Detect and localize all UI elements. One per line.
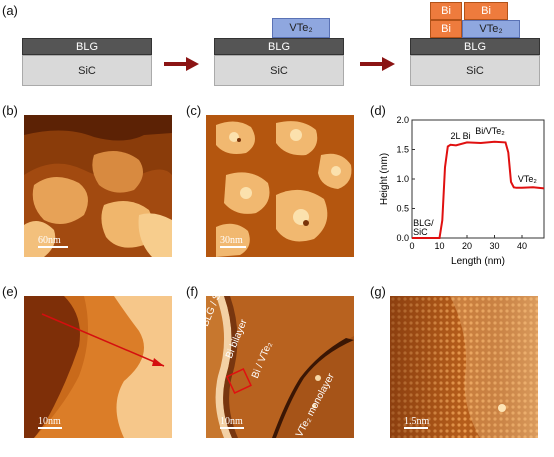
scale-bar-e: 10nm [38, 416, 62, 429]
schematic-stack-3: Bi Bi Bi VTe₂ BLG SiC [410, 2, 540, 88]
panel-label-a: (a) [2, 3, 18, 18]
panel-label-g: (g) [370, 284, 386, 299]
schematic-stack-1: BLG SiC [22, 38, 152, 88]
x-tick-label: 40 [517, 241, 527, 251]
x-tick-label: 0 [409, 241, 414, 251]
scale-label-e: 10nm [38, 416, 61, 427]
profile-annotation: 2L Bi [451, 131, 471, 141]
height-profile-chart: 0 10 20 30 40 0.0 0.5 1.0 1.5 2.0 2L Bi Bi/VTe₂ VTe… [379, 115, 545, 267]
y-tick-label: 0.0 [396, 233, 409, 243]
scale-label-b: 60nm [38, 235, 61, 246]
blg-layer: BLG [410, 38, 540, 55]
process-arrow-2 [360, 57, 395, 71]
scale-label-g: 1.5nm [404, 416, 430, 427]
panel-label-b: (b) [2, 103, 18, 118]
sic-layer: SiC [410, 55, 540, 86]
profile-annotation: Bi/VTe₂ [475, 126, 505, 136]
profile-annotation: BLG/ [413, 218, 434, 228]
blg-layer: BLG [214, 38, 344, 55]
stm-image-g: 1.5nm [390, 296, 538, 438]
scale-label-f: 10nm [220, 416, 243, 427]
stm-image-f: BLG / SiC Bi bilayer Bi / VTe₂ VTe₂ mono… [206, 296, 354, 438]
x-tick-label: 20 [462, 241, 472, 251]
scale-bar-f: 10nm [220, 416, 244, 429]
scale-bar-b: 60nm [38, 235, 68, 248]
x-tick-label: 30 [489, 241, 499, 251]
x-tick-label: 10 [434, 241, 444, 251]
stm-image-b: 60nm [24, 115, 172, 257]
scale-bar-g: 1.5nm [404, 416, 430, 429]
y-axis-label: Height (nm) [379, 153, 390, 205]
stm-image-e: 10nm [24, 296, 172, 438]
scale-label-c: 30nm [220, 235, 243, 246]
profile-arrow [41, 313, 165, 367]
y-tick-label: 0.5 [396, 204, 409, 214]
bi-layer-top-right: Bi [464, 2, 508, 20]
y-tick-label: 1.0 [396, 174, 409, 184]
scale-bar-c: 30nm [220, 235, 246, 248]
panel-label-e: (e) [2, 284, 18, 299]
vte2-layer: VTe₂ [462, 20, 520, 38]
height-profile-line [412, 140, 545, 239]
panel-label-c: (c) [186, 103, 202, 118]
y-tick-label: 1.5 [396, 145, 409, 155]
bi-layer-lower: Bi [430, 20, 462, 38]
profile-annotation: VTe₂ [518, 174, 538, 184]
stm-image-c: 30nm [206, 115, 354, 257]
sic-layer: SiC [22, 55, 152, 86]
x-axis-label: Length (nm) [451, 256, 505, 267]
y-tick-label: 2.0 [396, 115, 409, 125]
sic-layer: SiC [214, 55, 344, 86]
profile-annotation: SiC [413, 227, 428, 237]
bi-layer-top-left: Bi [430, 2, 462, 20]
panel-label-f: (f) [186, 284, 199, 299]
blg-layer: BLG [22, 38, 152, 55]
panel-label-d: (d) [370, 103, 386, 118]
process-arrow-1 [164, 57, 199, 71]
vte2-layer: VTe₂ [272, 18, 330, 38]
schematic-stack-2: VTe₂ BLG SiC [214, 18, 344, 88]
